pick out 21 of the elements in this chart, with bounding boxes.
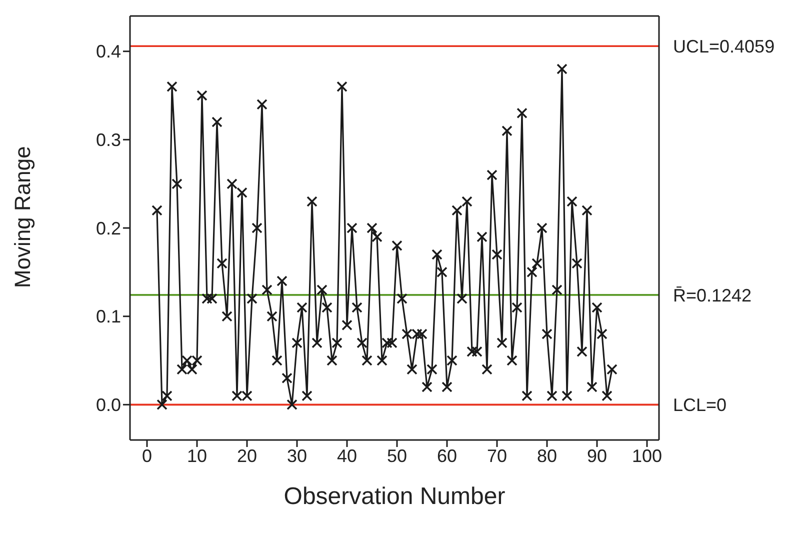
x-tick-label: 0 [142, 446, 152, 466]
x-tick-label: 100 [632, 446, 662, 466]
x-axis-title: Observation Number [284, 483, 506, 510]
x-tick-label: 30 [286, 446, 308, 466]
ref-line-label: UCL=0.4059 [673, 36, 775, 57]
x-tick-label: 20 [236, 446, 258, 466]
ref-line-label: LCL=0 [673, 395, 727, 416]
y-axis-title: Moving Range [10, 146, 35, 288]
y-tick-label: 0.2 [96, 218, 121, 238]
ref-line-label: R̄=0.1242 [673, 285, 752, 306]
x-tick-label: 90 [586, 446, 608, 466]
x-tick-label: 40 [336, 446, 358, 466]
y-tick-label: 0.0 [96, 395, 121, 416]
x-tick-label: 80 [536, 446, 558, 466]
y-tick-label: 0.1 [96, 306, 121, 327]
y-tick-label: 0.3 [96, 130, 121, 150]
y-tick-label: 0.4 [96, 42, 121, 62]
x-tick-label: 70 [486, 446, 508, 466]
x-tick-label: 50 [386, 446, 408, 466]
x-tick-label: 60 [436, 446, 458, 466]
x-tick-label: 10 [186, 446, 208, 466]
